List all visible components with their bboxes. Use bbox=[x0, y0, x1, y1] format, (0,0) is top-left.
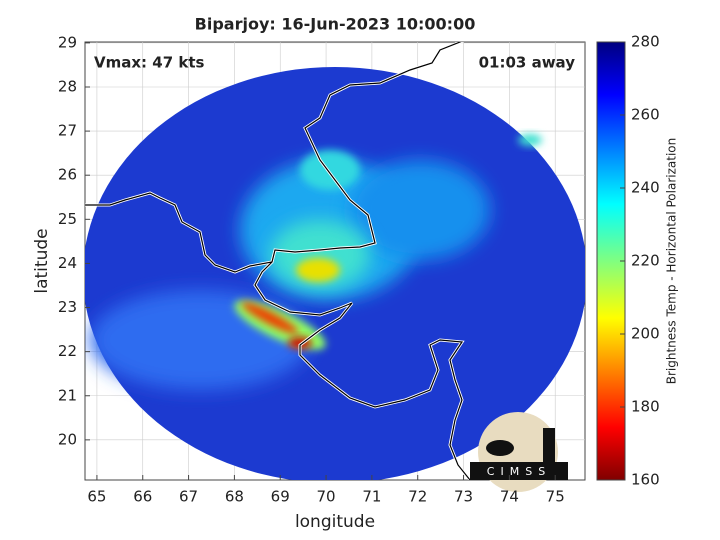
x-tick-label: 75 bbox=[546, 488, 565, 506]
y-tick-label: 28 bbox=[58, 77, 77, 95]
y-tick-label: 24 bbox=[58, 254, 77, 272]
y-tick-label: 22 bbox=[58, 342, 77, 360]
colorbar-tick-label: 220 bbox=[631, 252, 660, 270]
x-tick-label: 67 bbox=[179, 488, 198, 506]
y-tick-label: 25 bbox=[58, 210, 77, 228]
y-axis-label: latitude bbox=[32, 228, 52, 293]
cloud bbox=[296, 258, 340, 282]
y-tick-label: 20 bbox=[58, 430, 77, 448]
colorbar-tick-label: 280 bbox=[631, 33, 660, 51]
colorbar-tick-label: 260 bbox=[631, 106, 660, 124]
x-tick-label: 70 bbox=[317, 488, 336, 506]
colorbar-tick-label: 240 bbox=[631, 179, 660, 197]
x-tick-label: 68 bbox=[225, 488, 244, 506]
logo-tower bbox=[543, 428, 555, 462]
colorbar-tick-label: 180 bbox=[631, 398, 660, 416]
x-tick-label: 66 bbox=[133, 488, 152, 506]
x-tick-label: 72 bbox=[408, 488, 427, 506]
logo-dish bbox=[486, 440, 514, 456]
y-tick-label: 23 bbox=[58, 298, 77, 316]
y-tick-label: 29 bbox=[58, 33, 77, 51]
x-tick-label: 71 bbox=[362, 488, 381, 506]
x-tick-label: 69 bbox=[271, 488, 290, 506]
annotation: 01:03 away bbox=[479, 54, 576, 72]
logo: CIMSS bbox=[470, 412, 568, 492]
logo-text: CIMSS bbox=[487, 465, 551, 478]
y-tick-label: 27 bbox=[58, 122, 77, 140]
rainband bbox=[241, 302, 299, 334]
cloud bbox=[518, 134, 542, 146]
y-tick-label: 26 bbox=[58, 166, 77, 184]
x-axis-label: longitude bbox=[295, 512, 375, 532]
x-tick-label: 74 bbox=[500, 488, 519, 506]
chart-title: Biparjoy: 16-Jun-2023 10:00:00 bbox=[195, 15, 476, 34]
colorbar-tick-label: 160 bbox=[631, 471, 660, 489]
logo-bar bbox=[470, 462, 568, 480]
x-tick-label: 73 bbox=[454, 488, 473, 506]
y-tick-label: 21 bbox=[58, 386, 77, 404]
cloud bbox=[350, 160, 490, 260]
x-tick-label: 65 bbox=[87, 488, 106, 506]
cloud bbox=[300, 150, 360, 190]
annotation: Vmax: 47 kts bbox=[94, 54, 204, 72]
cloud bbox=[270, 220, 370, 290]
colorbar-label: Brightness Temp - Horizontal Polarizatio… bbox=[665, 138, 679, 385]
satellite-image bbox=[85, 42, 585, 480]
coastline bbox=[85, 42, 471, 480]
colorbar-tick-label: 200 bbox=[631, 325, 660, 343]
